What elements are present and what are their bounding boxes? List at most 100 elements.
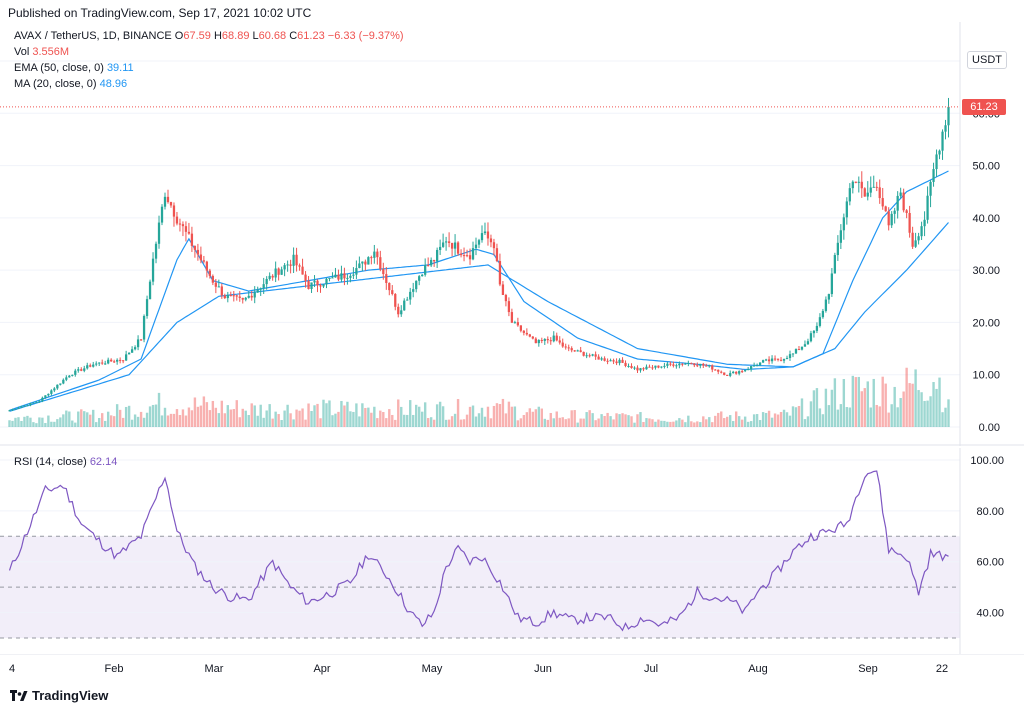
volume-bar <box>555 411 558 427</box>
candle-body <box>567 347 570 349</box>
volume-bar <box>666 421 669 427</box>
candle-body <box>121 360 125 362</box>
candle-body <box>830 273 834 295</box>
candle-body <box>600 358 603 360</box>
candle-body <box>433 259 436 262</box>
candle-body <box>588 355 591 357</box>
candle-body <box>555 335 558 341</box>
high-label: H <box>213 30 222 42</box>
candle-body <box>265 278 268 285</box>
volume-bar <box>244 410 247 427</box>
candle-body <box>295 254 298 266</box>
candle-body <box>642 368 645 370</box>
candle-body <box>732 371 735 374</box>
volume-bar <box>181 409 185 427</box>
candle-body <box>65 377 68 380</box>
candle-body <box>483 231 487 234</box>
volume-bar <box>920 392 923 427</box>
candle-body <box>869 187 872 193</box>
volume-bar <box>699 422 702 427</box>
candle-body <box>893 210 896 214</box>
candle-body <box>80 369 83 371</box>
price-pane[interactable]: 70.0060.0050.0040.0030.0020.0010.000.00 … <box>0 22 1024 446</box>
candle-body <box>708 365 711 367</box>
volume-bar <box>537 406 541 427</box>
time-axis[interactable]: 4 Feb Mar Apr May Jun Jul Aug Sep 22 <box>0 654 1024 684</box>
candle-body <box>459 253 463 256</box>
volume-bar <box>379 410 382 427</box>
candle-body <box>477 240 481 245</box>
volume-bar <box>480 407 484 427</box>
volume-bar <box>127 405 131 427</box>
candle-body <box>205 261 209 271</box>
candle-body <box>169 202 173 206</box>
candle-body <box>663 365 666 367</box>
volume-bar <box>809 401 813 427</box>
candle-body <box>761 360 765 363</box>
high-value: 68.89 <box>221 30 250 42</box>
volume-bar <box>256 415 259 427</box>
volume-bar <box>262 417 265 427</box>
candle-body <box>899 192 902 196</box>
candle-body <box>648 366 651 368</box>
candle-body <box>319 285 322 287</box>
candle-body <box>352 274 355 276</box>
candle-body <box>56 384 59 389</box>
volume-bar <box>400 406 403 427</box>
volume-bar <box>465 414 469 427</box>
volume-bar <box>746 421 750 427</box>
candle-body <box>247 295 250 298</box>
candle-body <box>424 265 427 275</box>
candle-body <box>313 280 316 283</box>
low-value: 60.68 <box>258 30 287 42</box>
volume-bar <box>731 421 735 427</box>
candle-body <box>884 206 887 212</box>
volume-bar <box>848 407 852 427</box>
candle-body <box>331 277 334 279</box>
rsi-chart-svg[interactable]: 100.00 80.00 60.00 40.00 <box>0 448 1024 654</box>
volume-bar <box>86 412 89 427</box>
candle-body <box>627 365 630 367</box>
rsi-pane[interactable]: 100.00 80.00 60.00 40.00 RSI (14, close) 62… <box>0 448 1024 654</box>
change-value: −6.33 (−9.37%) <box>327 30 404 42</box>
volume-bar <box>836 409 840 427</box>
volume-bar <box>166 415 170 427</box>
volume-bar <box>857 376 860 427</box>
price-tick-label: 0.00 <box>979 422 1000 434</box>
candle-body <box>340 273 343 280</box>
volume-bar <box>313 405 316 427</box>
volume-bar <box>696 421 699 427</box>
volume-bar <box>690 421 693 427</box>
volume-bar <box>603 415 606 427</box>
volume-bar <box>292 419 295 427</box>
candle-body <box>145 299 149 317</box>
volume-bar <box>908 383 911 427</box>
candle-body <box>729 373 732 376</box>
candle-body <box>427 265 430 267</box>
currency-badge[interactable]: USDT <box>967 51 1007 69</box>
candle-body <box>591 354 594 356</box>
candle-body <box>86 365 89 369</box>
candle-body <box>558 340 561 343</box>
candle-body <box>932 169 935 182</box>
volume-bar <box>253 405 256 427</box>
volume-bar <box>109 415 113 427</box>
candle-body <box>301 266 304 275</box>
volume-bar <box>80 409 83 427</box>
candle-body <box>322 284 325 287</box>
volume-bar <box>319 418 322 427</box>
volume-bar <box>570 410 573 427</box>
volume-bar <box>678 418 681 427</box>
candle-body <box>845 201 848 218</box>
rsi-tick-label: 100.00 <box>970 455 1004 467</box>
ma-value: 48.96 <box>99 78 128 90</box>
candle-body <box>17 407 20 409</box>
candle-body <box>857 181 860 183</box>
candle-body <box>271 275 274 278</box>
ema-label: EMA (50, close, 0) <box>14 62 104 74</box>
volume-bar <box>328 400 331 427</box>
volume-bar <box>749 421 753 427</box>
candle-body <box>519 325 523 331</box>
candle-body <box>77 369 80 371</box>
